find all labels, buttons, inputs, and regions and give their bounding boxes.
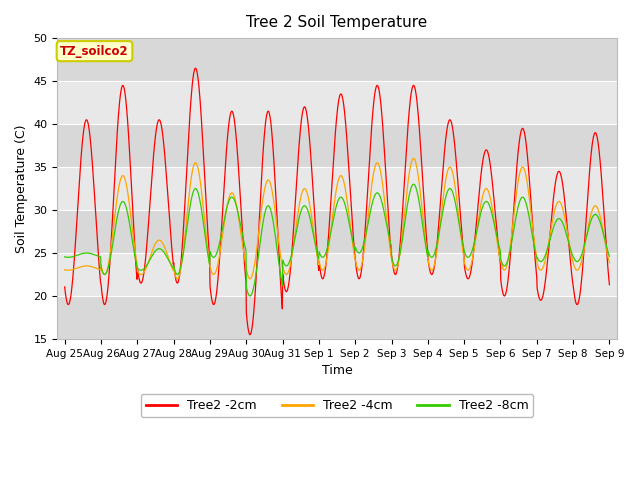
Bar xyxy=(58,38,617,81)
Bar xyxy=(58,296,617,339)
Bar xyxy=(58,253,617,296)
Legend: Tree2 -2cm, Tree2 -4cm, Tree2 -8cm: Tree2 -2cm, Tree2 -4cm, Tree2 -8cm xyxy=(141,394,533,417)
Bar xyxy=(58,210,617,253)
X-axis label: Time: Time xyxy=(322,364,353,377)
Text: TZ_soilco2: TZ_soilco2 xyxy=(60,45,129,58)
Bar xyxy=(58,124,617,167)
Title: Tree 2 Soil Temperature: Tree 2 Soil Temperature xyxy=(246,15,428,30)
Bar xyxy=(58,167,617,210)
Y-axis label: Soil Temperature (C): Soil Temperature (C) xyxy=(15,124,28,253)
Bar xyxy=(58,81,617,124)
